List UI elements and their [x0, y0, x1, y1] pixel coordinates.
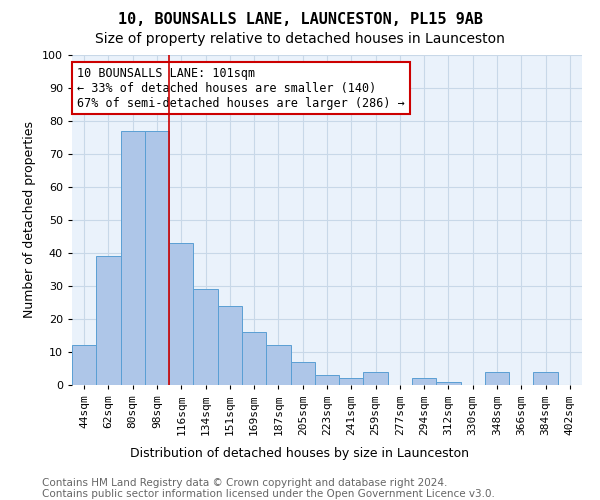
Bar: [339, 378, 364, 385]
Bar: [193, 290, 218, 385]
Text: Contains public sector information licensed under the Open Government Licence v3: Contains public sector information licen…: [42, 489, 495, 499]
Bar: [145, 131, 169, 385]
Y-axis label: Number of detached properties: Number of detached properties: [23, 122, 37, 318]
Bar: [121, 131, 145, 385]
Bar: [169, 243, 193, 385]
Text: Contains HM Land Registry data © Crown copyright and database right 2024.: Contains HM Land Registry data © Crown c…: [42, 478, 448, 488]
Bar: [533, 372, 558, 385]
Bar: [290, 362, 315, 385]
Text: Distribution of detached houses by size in Launceston: Distribution of detached houses by size …: [131, 448, 470, 460]
Bar: [412, 378, 436, 385]
Text: 10, BOUNSALLS LANE, LAUNCESTON, PL15 9AB: 10, BOUNSALLS LANE, LAUNCESTON, PL15 9AB: [118, 12, 482, 28]
Bar: [315, 375, 339, 385]
Bar: [364, 372, 388, 385]
Text: 10 BOUNSALLS LANE: 101sqm
← 33% of detached houses are smaller (140)
67% of semi: 10 BOUNSALLS LANE: 101sqm ← 33% of detac…: [77, 66, 405, 110]
Bar: [218, 306, 242, 385]
Bar: [242, 332, 266, 385]
Bar: [485, 372, 509, 385]
Bar: [436, 382, 461, 385]
Bar: [266, 346, 290, 385]
Text: Size of property relative to detached houses in Launceston: Size of property relative to detached ho…: [95, 32, 505, 46]
Bar: [72, 346, 96, 385]
Bar: [96, 256, 121, 385]
